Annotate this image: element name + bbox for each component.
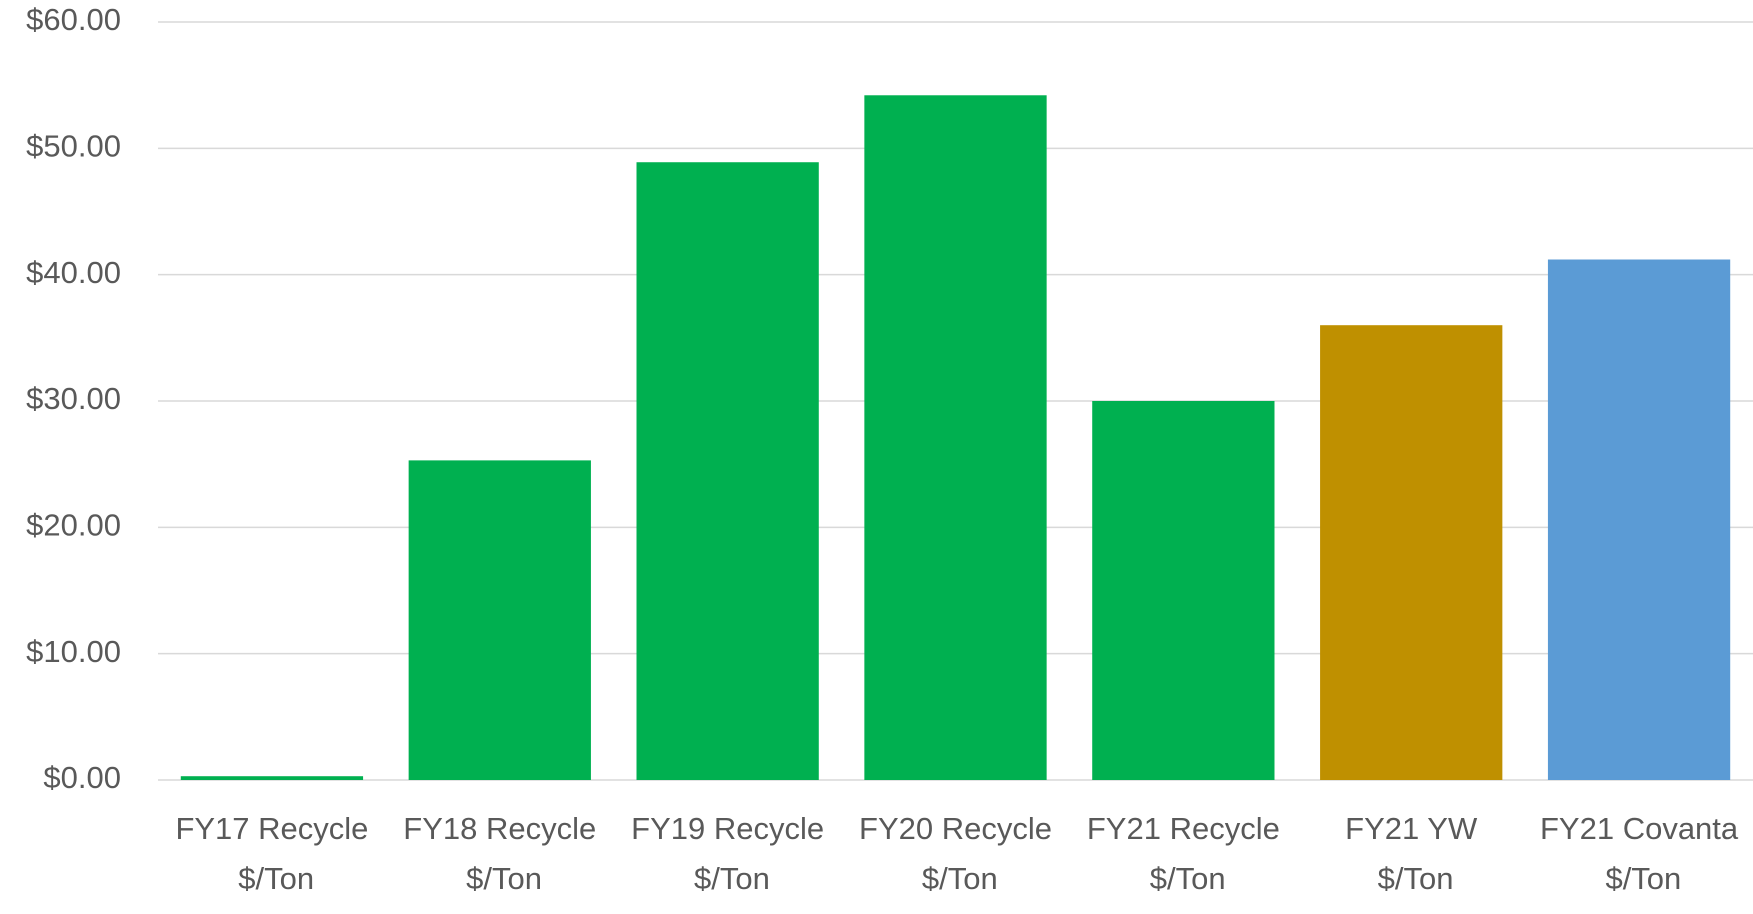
x-tick-label: FY21 Covanta $/Ton: [1540, 811, 1739, 896]
y-tick-label: $40.00: [26, 255, 121, 290]
y-tick-label: $30.00: [26, 381, 121, 416]
x-tick-label: FY21 YW $/Ton: [1345, 811, 1478, 896]
bar: [1547, 259, 1731, 780]
y-tick-label: $20.00: [26, 508, 121, 543]
y-tick-label: $0.00: [43, 760, 121, 795]
bar: [864, 95, 1047, 781]
y-tick-label: $50.00: [26, 129, 121, 164]
y-tick-label: $10.00: [26, 634, 121, 669]
bar: [180, 776, 364, 780]
x-tick-label: FY17 Recycle $/Ton: [175, 811, 368, 896]
bar: [1320, 325, 1503, 780]
bar: [1092, 401, 1275, 780]
x-tick-label: FY20 Recycle $/Ton: [859, 811, 1052, 896]
x-tick-label: FY19 Recycle $/Ton: [631, 811, 824, 896]
x-tick-label: FY18 Recycle $/Ton: [403, 811, 596, 896]
y-tick-label: $60.00: [26, 2, 121, 37]
x-tick-label: FY21 Recycle $/Ton: [1087, 811, 1280, 896]
bar: [408, 460, 591, 780]
bar: [636, 162, 819, 781]
